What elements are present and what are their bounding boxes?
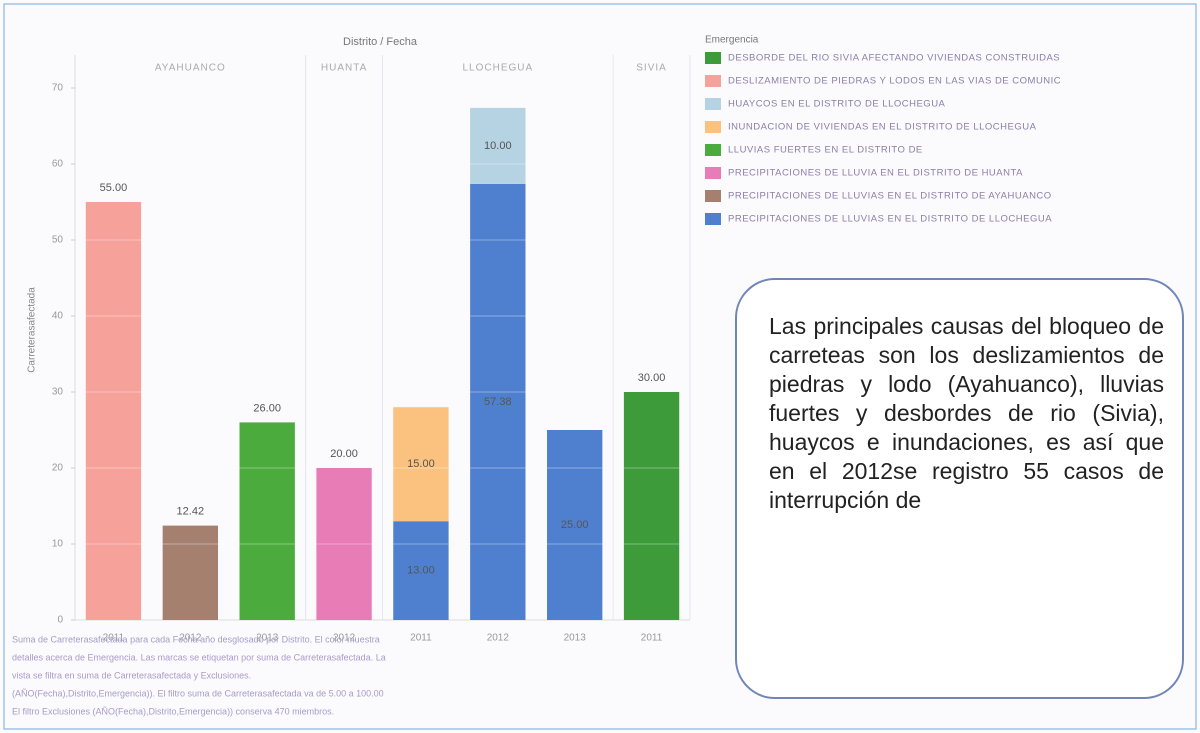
value-label: 20.00 bbox=[330, 448, 358, 460]
bar-segment bbox=[470, 183, 526, 621]
group-label: AYAHUANCO bbox=[155, 63, 226, 74]
x-tick-label: 2011 bbox=[410, 633, 432, 644]
bar-segment bbox=[470, 107, 526, 184]
value-label: 12.42 bbox=[177, 506, 205, 518]
value-label: 15.00 bbox=[407, 458, 435, 470]
legend-label: LLUVIAS FUERTES EN EL DISTRITO DE bbox=[728, 145, 923, 156]
y-tick-label: 30 bbox=[52, 387, 64, 398]
legend-swatch bbox=[705, 213, 721, 225]
legend-swatch bbox=[705, 52, 721, 64]
bar-segment bbox=[623, 392, 680, 620]
value-label: 55.00 bbox=[100, 182, 128, 194]
legend-swatch bbox=[705, 121, 721, 133]
y-tick-label: 10 bbox=[52, 539, 64, 550]
footnote: (AÑO(Fecha),Distrito,Emergencia)). El fi… bbox=[12, 688, 384, 698]
bar-segment bbox=[547, 430, 603, 620]
value-label: 13.00 bbox=[407, 565, 435, 577]
legend-label: INUNDACION DE VIVIENDAS EN EL DISTRITO D… bbox=[728, 122, 1037, 133]
bar-segment bbox=[316, 468, 372, 620]
value-label: 30.00 bbox=[638, 372, 666, 384]
x-tick-label: 2011 bbox=[641, 633, 663, 644]
x-tick-label: 2013 bbox=[564, 633, 587, 644]
x-tick-label: 2012 bbox=[487, 633, 510, 644]
legend-label: HUAYCOS EN EL DISTRITO DE LLOCHEGUA bbox=[728, 99, 946, 110]
x-tick-label: 2011 bbox=[103, 633, 125, 644]
bar-segment bbox=[239, 422, 295, 620]
bar-segment bbox=[85, 202, 142, 620]
y-tick-label: 20 bbox=[52, 463, 64, 474]
legend-label: PRECIPITACIONES DE LLUVIAS EN EL DISTRIT… bbox=[728, 214, 1052, 225]
legend-swatch bbox=[705, 144, 721, 156]
value-label: 26.00 bbox=[253, 402, 281, 414]
group-label: HUANTA bbox=[321, 63, 367, 74]
value-label: 10.00 bbox=[484, 140, 512, 152]
x-tick-label: 2012 bbox=[333, 633, 356, 644]
footnote: El filtro Exclusiones (AÑO(Fecha),Distri… bbox=[12, 706, 334, 716]
legend-swatch bbox=[705, 167, 721, 179]
bar-segment bbox=[393, 521, 449, 620]
x-tick-label: 2012 bbox=[179, 633, 202, 644]
legend-title: Emergencia bbox=[705, 35, 759, 46]
group-label: LLOCHEGUA bbox=[462, 63, 533, 74]
value-label: 57.38 bbox=[484, 396, 512, 408]
annotation-box: Las principales causas del bloqueo de ca… bbox=[735, 278, 1184, 699]
legend-label: DESBORDE DEL RIO SIVIA AFECTANDO VIVIEND… bbox=[728, 53, 1060, 64]
y-tick-label: 60 bbox=[52, 159, 64, 170]
footnote: vista se filtra en suma de Carreterasafe… bbox=[12, 670, 251, 680]
y-tick-label: 40 bbox=[52, 311, 64, 322]
group-label: SIVIA bbox=[636, 63, 667, 74]
legend-label: PRECIPITACIONES DE LLUVIAS EN EL DISTRIT… bbox=[728, 191, 1052, 202]
legend-swatch bbox=[705, 190, 721, 202]
y-tick-label: 0 bbox=[57, 615, 63, 626]
footnote: detalles acerca de Emergencia. Las marca… bbox=[12, 652, 386, 662]
legend-label: DESLIZAMIENTO DE PIEDRAS Y LODOS EN LAS … bbox=[728, 76, 1061, 87]
bar-segment bbox=[393, 407, 449, 522]
legend-swatch bbox=[705, 98, 721, 110]
chart-title: Distrito / Fecha bbox=[343, 36, 418, 48]
x-tick-label: 2013 bbox=[256, 633, 279, 644]
legend-label: PRECIPITACIONES DE LLUVIA EN EL DISTRITO… bbox=[728, 168, 1023, 179]
y-tick-label: 50 bbox=[52, 235, 64, 246]
footnote: Suma de Carreterasafectada para cada Fec… bbox=[12, 634, 380, 644]
value-label: 25.00 bbox=[561, 519, 589, 531]
y-tick-label: 70 bbox=[52, 83, 64, 94]
bar-segment bbox=[162, 525, 218, 620]
frame bbox=[3, 3, 1197, 730]
y-axis-label: Carreterasafectada bbox=[27, 287, 38, 373]
legend-swatch bbox=[705, 75, 721, 87]
